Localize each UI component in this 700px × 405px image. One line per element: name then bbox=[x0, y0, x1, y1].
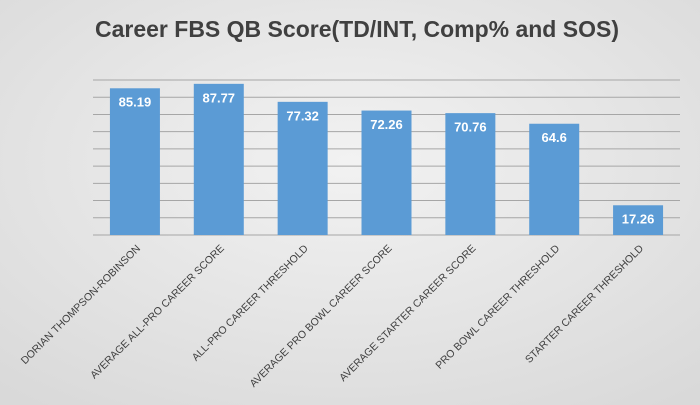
value-label: 17.26 bbox=[622, 212, 655, 227]
value-label: 85.19 bbox=[119, 95, 152, 110]
bar bbox=[613, 205, 664, 235]
value-label: 64.6 bbox=[542, 130, 567, 145]
bar bbox=[193, 83, 244, 236]
value-label: 77.32 bbox=[286, 108, 319, 123]
value-label: 70.76 bbox=[454, 120, 487, 135]
value-label: 87.77 bbox=[203, 90, 236, 105]
value-label: 72.26 bbox=[370, 117, 403, 132]
bar bbox=[445, 113, 496, 235]
bar bbox=[361, 110, 412, 235]
chart-title: Career FBS QB Score(TD/INT, Comp% and SO… bbox=[95, 16, 619, 42]
bar bbox=[529, 123, 580, 235]
bar bbox=[109, 88, 160, 235]
bar bbox=[277, 101, 328, 236]
